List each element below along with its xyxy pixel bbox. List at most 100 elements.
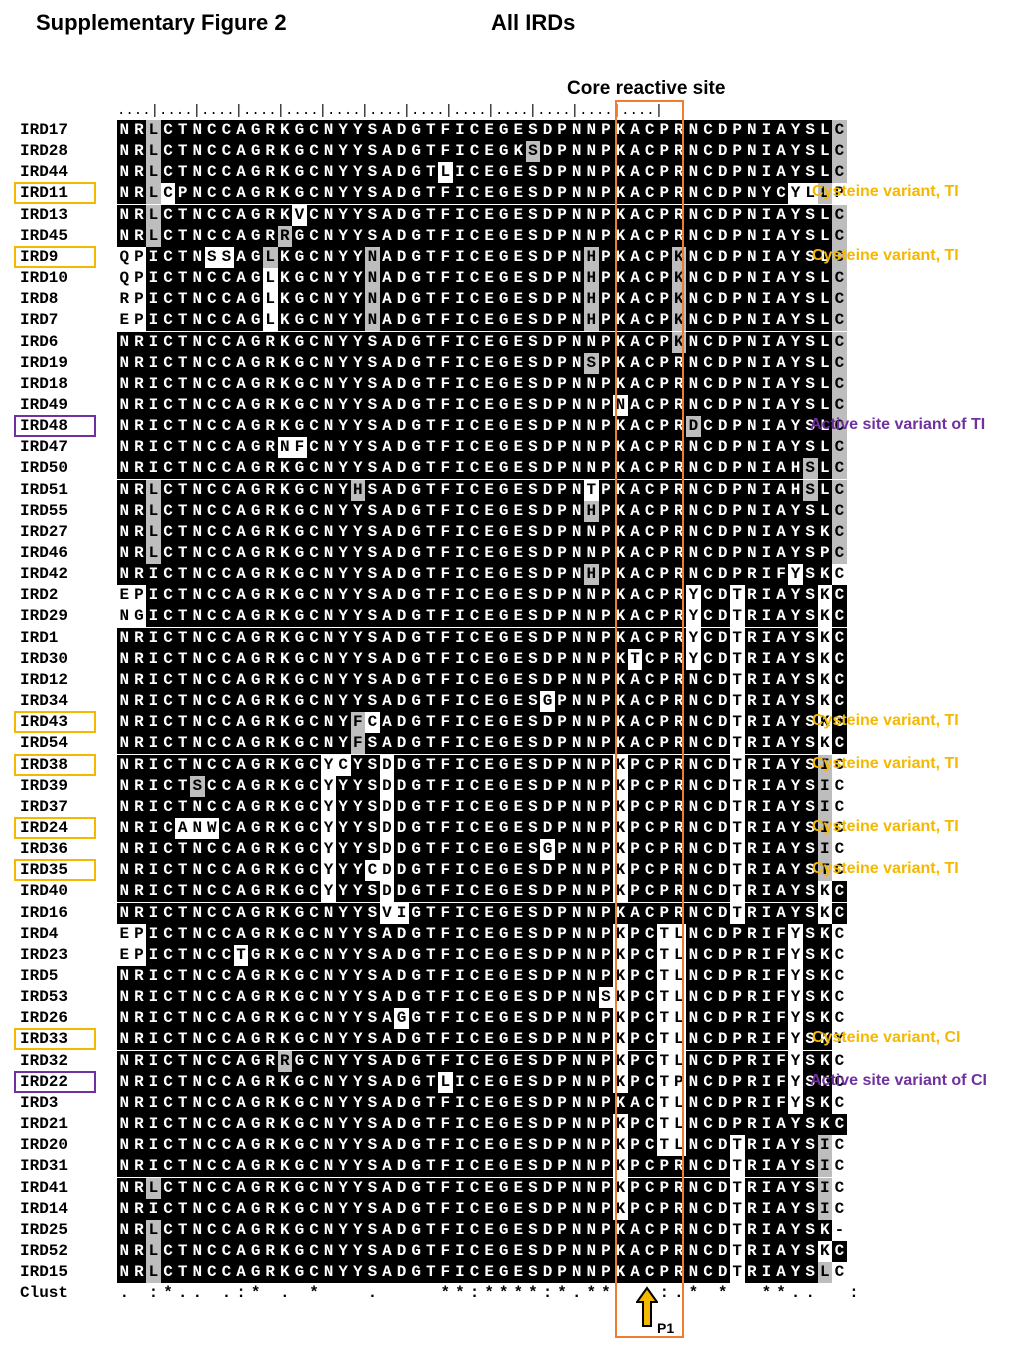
residue: S <box>802 733 818 755</box>
residue: I <box>146 1156 161 1178</box>
residue: D <box>394 881 409 903</box>
residue: N <box>569 902 584 924</box>
residue: Y <box>350 691 366 713</box>
residue: G <box>248 966 263 987</box>
residue: Y <box>350 141 366 163</box>
residue: K <box>817 627 833 649</box>
residue: Y <box>788 1262 803 1284</box>
residue: N <box>686 796 701 818</box>
residue: D <box>394 944 409 966</box>
residue: C <box>467 416 482 438</box>
residue: L <box>802 183 818 205</box>
residue: A <box>233 479 249 501</box>
residue: D <box>394 225 409 247</box>
residue: C <box>160 373 176 395</box>
residue: T <box>423 310 439 332</box>
residue: C <box>700 225 716 247</box>
residue: F <box>438 1198 453 1220</box>
residue: A <box>379 691 395 713</box>
residue: R <box>131 458 147 480</box>
residue: N <box>569 881 584 903</box>
residue: N <box>686 1050 701 1072</box>
residue: C <box>160 966 176 987</box>
residue: T <box>423 289 439 311</box>
residue: I <box>759 796 774 818</box>
residue: R <box>131 204 147 226</box>
residue: K <box>277 691 293 713</box>
residue: S <box>525 246 541 268</box>
residue: I <box>759 141 774 163</box>
residue: G <box>496 944 512 966</box>
residue: N <box>117 966 132 987</box>
residue: N <box>686 458 701 480</box>
variant-annotation: Cysteine variant, TI <box>812 860 959 878</box>
residue: L <box>262 289 278 311</box>
residue: S <box>365 1008 380 1030</box>
residue: Y <box>335 796 351 818</box>
residue: C <box>219 585 234 607</box>
residue: R <box>744 1198 760 1220</box>
residue: G <box>408 310 424 332</box>
residue: P <box>729 944 745 966</box>
residue: G <box>408 500 424 522</box>
residue: N <box>584 754 599 776</box>
residue: C <box>219 564 234 586</box>
residue: G <box>292 712 307 734</box>
residue: C <box>306 817 322 839</box>
residue: G <box>248 373 263 395</box>
residue: D <box>394 141 409 163</box>
residue: C <box>700 521 716 543</box>
residue: A <box>627 585 643 607</box>
residue: A <box>627 1219 643 1241</box>
residue: N <box>321 183 336 205</box>
residue: N <box>569 543 584 564</box>
residue: T <box>729 691 745 713</box>
residue: D <box>715 860 730 882</box>
residue: N <box>569 479 584 501</box>
residue: C <box>306 437 322 459</box>
residue: E <box>481 1008 497 1030</box>
residue: P <box>554 585 570 607</box>
residue: I <box>817 817 833 839</box>
residue: P <box>729 183 745 205</box>
residue: C <box>642 416 657 438</box>
residue: R <box>131 1177 147 1199</box>
residue: G <box>496 1050 512 1072</box>
residue: N <box>321 1198 336 1220</box>
residue: F <box>438 564 453 586</box>
residue: P <box>598 1008 614 1030</box>
residue: P <box>656 627 672 649</box>
residue: D <box>394 458 409 480</box>
residue: N <box>686 1114 701 1136</box>
residue: G <box>408 1156 424 1178</box>
residue: P <box>656 817 672 839</box>
residue: E <box>481 1240 497 1262</box>
residue: C <box>160 1114 176 1136</box>
residue: T <box>423 987 439 1009</box>
residue: F <box>438 817 453 839</box>
residue: S <box>365 331 380 353</box>
residue: Y <box>350 437 366 459</box>
residue: T <box>175 1219 190 1241</box>
residue: P <box>656 141 672 163</box>
residue: I <box>146 1008 161 1030</box>
residue: T <box>175 585 190 607</box>
residue: C <box>832 606 847 628</box>
residue: A <box>627 352 643 374</box>
residue: I <box>452 1029 468 1051</box>
residue: G <box>248 564 263 586</box>
residue: G <box>248 881 263 903</box>
residue: G <box>408 1071 424 1093</box>
residue: C <box>642 669 657 691</box>
residue: P <box>598 289 614 311</box>
residue: Y <box>335 289 351 311</box>
residue: K <box>817 1114 833 1136</box>
residue: F <box>438 416 453 438</box>
residue: P <box>656 585 672 607</box>
consensus-symbol: * <box>601 1284 611 1303</box>
residue: F <box>773 1029 789 1051</box>
residue: C <box>204 627 220 649</box>
residue: G <box>292 1092 307 1114</box>
residue: G <box>292 944 307 966</box>
